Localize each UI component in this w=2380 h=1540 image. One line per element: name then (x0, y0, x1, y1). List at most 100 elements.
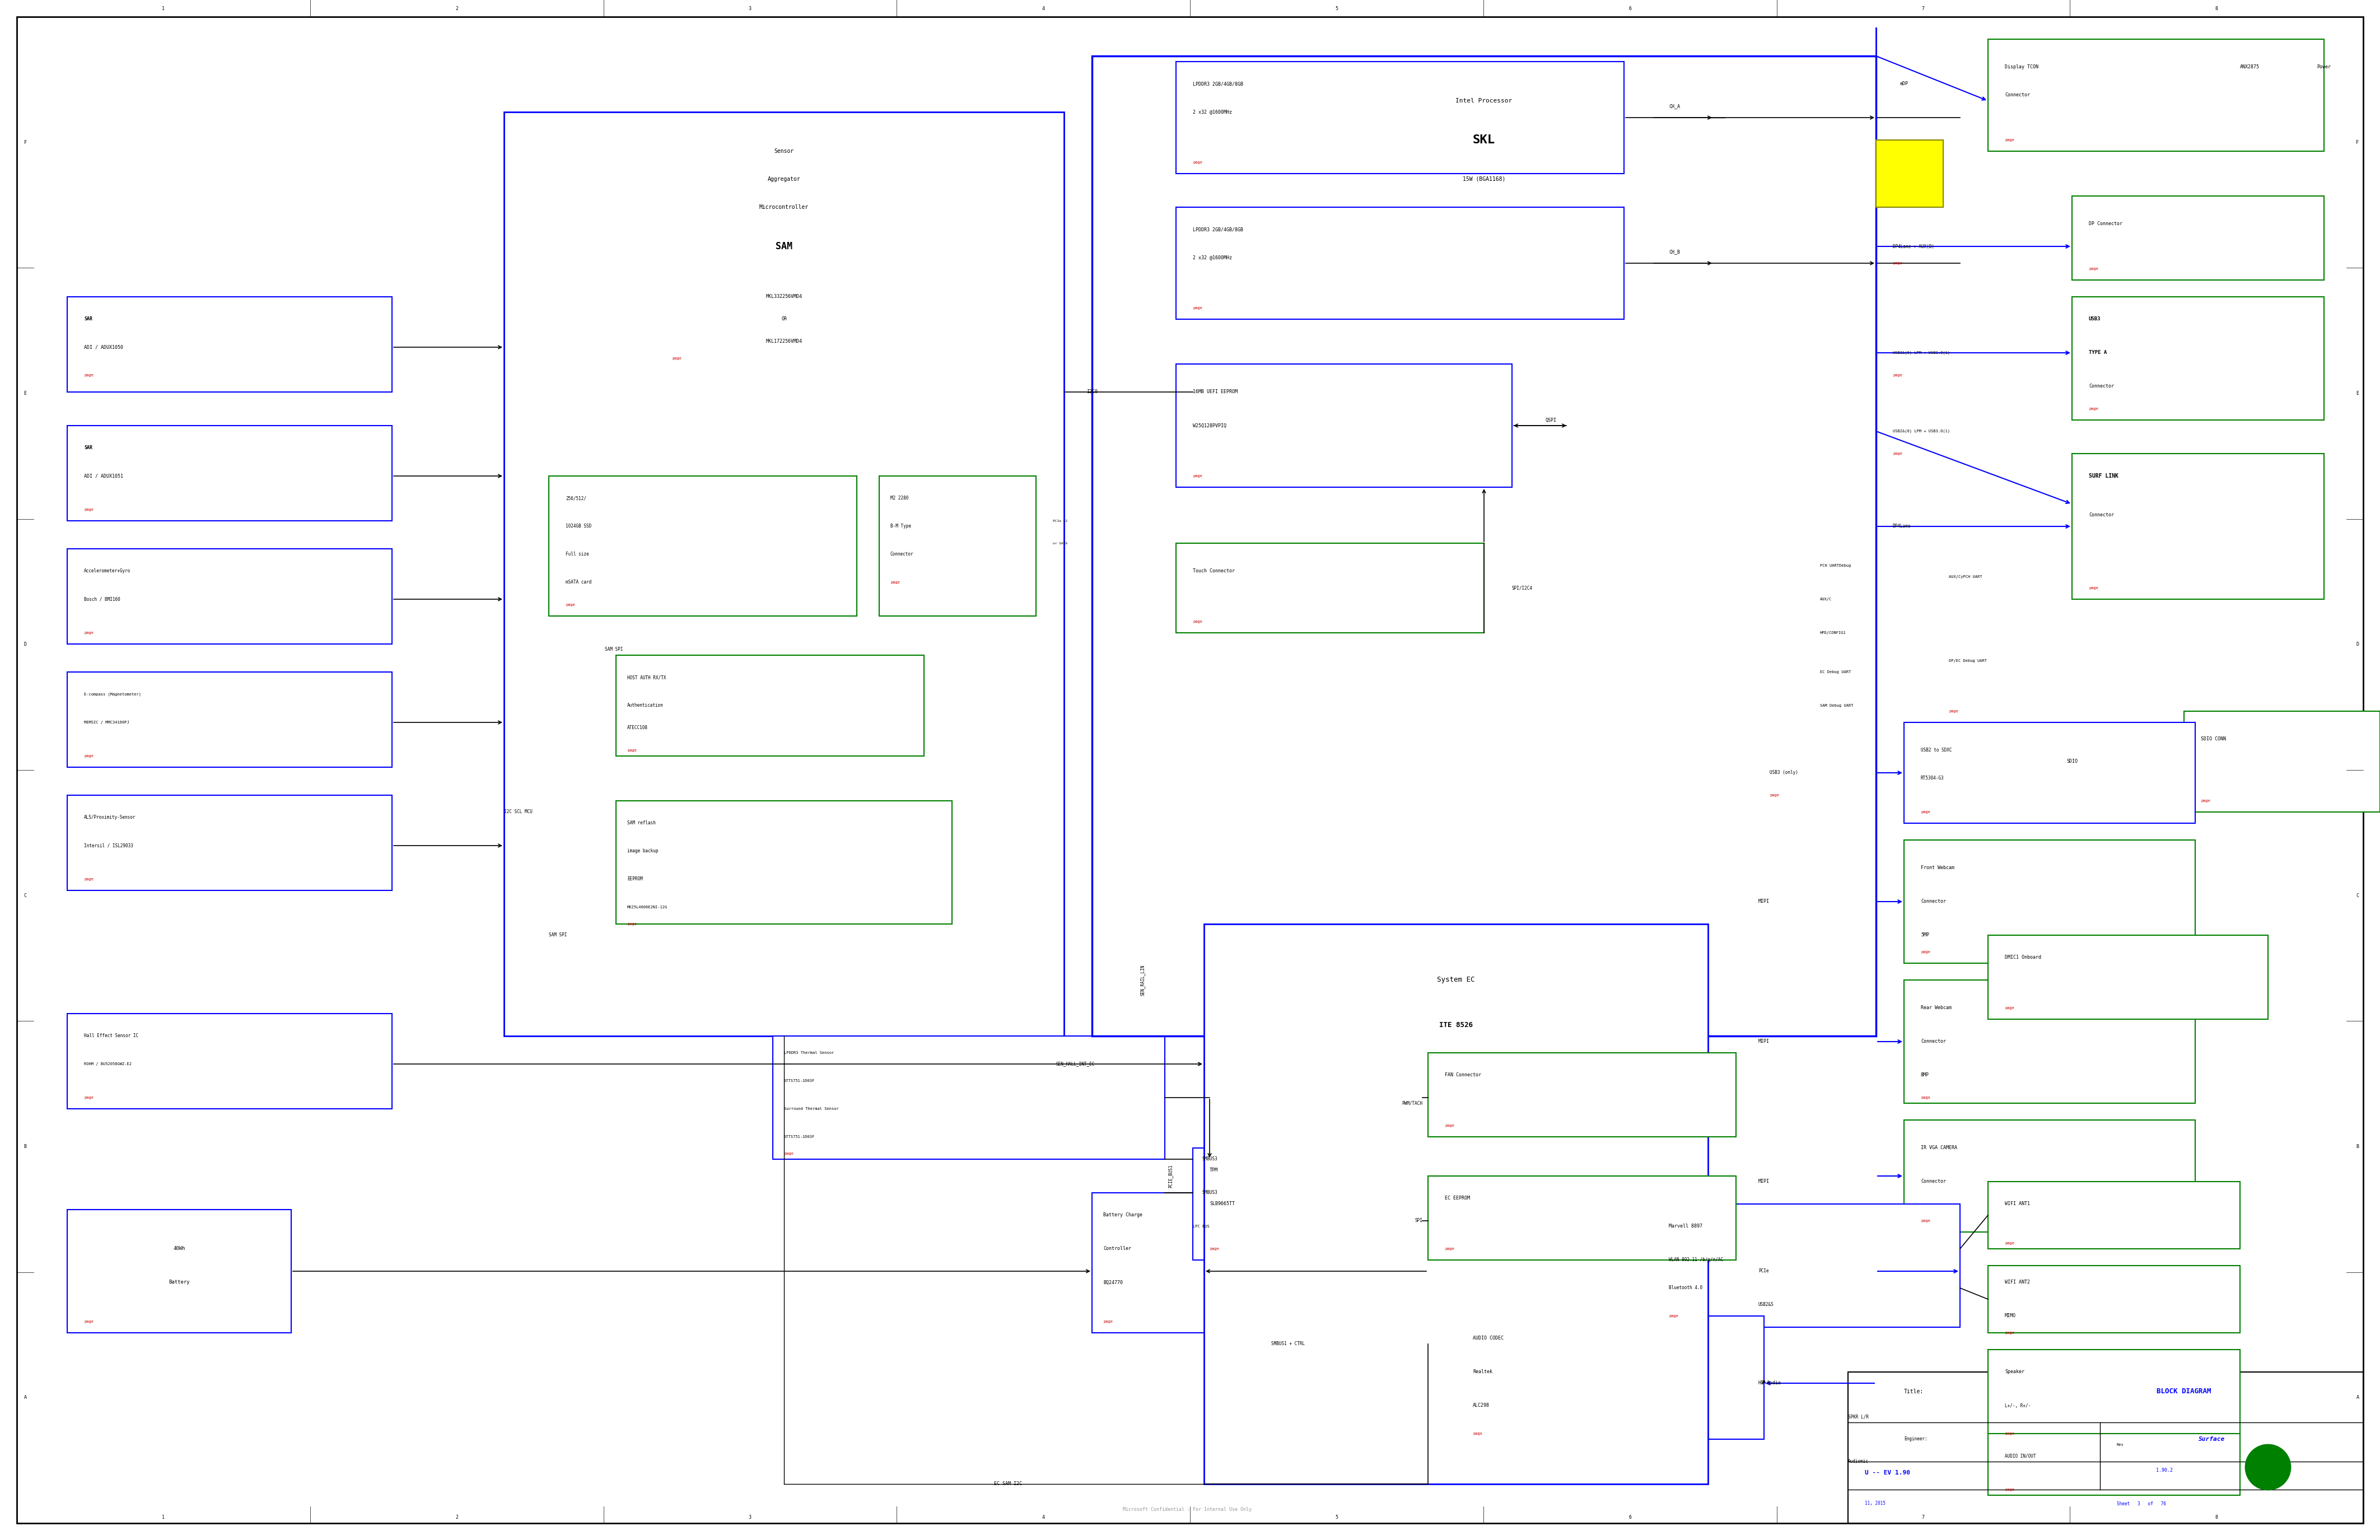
Text: 4: 4 (1042, 6, 1045, 11)
Text: A: A (24, 1395, 26, 1400)
Text: C: C (2356, 893, 2359, 898)
FancyBboxPatch shape (616, 655, 923, 756)
Text: page: page (83, 755, 93, 758)
Text: 4: 4 (1042, 1515, 1045, 1520)
Text: 15W (BGA1168): 15W (BGA1168) (1464, 177, 1507, 182)
Text: Surface: Surface (2199, 1437, 2225, 1441)
Text: DP4Lane + AUX(B): DP4Lane + AUX(B) (1892, 243, 1935, 249)
Text: Power: Power (2318, 65, 2330, 69)
Text: Title:: Title: (1904, 1389, 1923, 1394)
Text: SEN_HALL_INT_EC: SEN_HALL_INT_EC (1057, 1061, 1095, 1067)
Text: SAM SPI: SAM SPI (605, 647, 624, 651)
Text: HD Audio: HD Audio (1759, 1381, 1780, 1386)
Text: U -- EV 1.90: U -- EV 1.90 (1866, 1471, 1911, 1475)
Text: page: page (1668, 1314, 1678, 1318)
Text: DMIC1 Onboard: DMIC1 Onboard (2004, 955, 2042, 959)
Text: Rev: Rev (2116, 1443, 2123, 1446)
Text: 2 x32 @1600MHz: 2 x32 @1600MHz (1192, 256, 1233, 260)
Text: page: page (1892, 451, 1902, 456)
FancyBboxPatch shape (1987, 1266, 2240, 1332)
FancyBboxPatch shape (67, 297, 393, 393)
FancyBboxPatch shape (17, 17, 2363, 1523)
Text: page: page (671, 357, 681, 360)
FancyBboxPatch shape (1904, 722, 2194, 824)
Text: Front Webcam: Front Webcam (1921, 865, 1954, 870)
Text: PCIe: PCIe (1759, 1269, 1768, 1274)
Text: Microcontroller: Microcontroller (759, 205, 809, 209)
Text: AUX/C: AUX/C (1821, 598, 1833, 601)
Text: CH_A: CH_A (1668, 103, 1680, 109)
Text: Marvell 8897: Marvell 8897 (1668, 1224, 1702, 1229)
Text: page: page (1771, 793, 1780, 796)
FancyBboxPatch shape (1428, 1177, 1735, 1260)
Text: page: page (2004, 1432, 2013, 1435)
Text: SAR: SAR (83, 445, 93, 451)
FancyBboxPatch shape (1987, 1181, 2240, 1249)
Text: ADI / ADUX1050: ADI / ADUX1050 (83, 345, 124, 350)
Text: Intel Processor: Intel Processor (1457, 99, 1511, 103)
Text: image backup: image backup (628, 849, 659, 853)
Text: QSPI: QSPI (1545, 417, 1557, 422)
Text: page: page (1892, 262, 1902, 265)
Text: ROHM / BU52058GWZ-E2: ROHM / BU52058GWZ-E2 (83, 1063, 131, 1066)
FancyBboxPatch shape (1176, 363, 1511, 487)
Text: Connector: Connector (1921, 1040, 1947, 1044)
Text: 8: 8 (2216, 1515, 2218, 1520)
Text: page: page (1949, 710, 1959, 713)
Text: Bosch / BMI160: Bosch / BMI160 (83, 596, 121, 602)
Text: HOST AUTH RX/TX: HOST AUTH RX/TX (628, 675, 666, 681)
Text: 6: 6 (1628, 6, 1630, 11)
Text: A: A (2356, 1395, 2359, 1400)
Text: E: E (2356, 391, 2359, 396)
FancyBboxPatch shape (2073, 297, 2323, 420)
Text: 8MP: 8MP (1921, 1073, 1930, 1078)
FancyBboxPatch shape (1987, 935, 2268, 1019)
Text: page: page (1921, 1220, 1930, 1223)
Text: page: page (2090, 587, 2099, 590)
Text: ALC298: ALC298 (1473, 1403, 1490, 1408)
Text: Hall Effect Sensor IC: Hall Effect Sensor IC (83, 1033, 138, 1038)
FancyBboxPatch shape (616, 801, 952, 924)
Text: page: page (2004, 1006, 2013, 1010)
Text: page: page (1921, 950, 1930, 953)
FancyBboxPatch shape (1428, 1053, 1735, 1137)
Text: MX25L4006E2NI-12G: MX25L4006E2NI-12G (628, 906, 669, 909)
Text: SPKR L/R: SPKR L/R (1847, 1414, 1868, 1420)
Text: ALS/Proximity-Sensor: ALS/Proximity-Sensor (83, 815, 136, 821)
Text: 8: 8 (2216, 6, 2218, 11)
Text: STTS751-1D03F: STTS751-1D03F (783, 1080, 814, 1083)
Text: USB2 to SDXC: USB2 to SDXC (1921, 748, 1952, 753)
Text: DP/EC Debug UART: DP/EC Debug UART (1949, 659, 1987, 662)
FancyBboxPatch shape (1652, 1204, 1961, 1327)
Text: page: page (83, 1320, 93, 1323)
Text: B-M Type: B-M Type (890, 524, 912, 528)
Text: page: page (1921, 1096, 1930, 1100)
Text: 1: 1 (162, 1515, 164, 1520)
Text: SAM Debug UART: SAM Debug UART (1821, 704, 1854, 707)
Text: B: B (2356, 1144, 2359, 1149)
Text: E-compass (Magnetometer): E-compass (Magnetometer) (83, 693, 140, 696)
Text: Surround Thermal Sensor: Surround Thermal Sensor (783, 1107, 838, 1110)
FancyBboxPatch shape (2073, 196, 2323, 280)
Text: page: page (1104, 1320, 1114, 1323)
Text: page: page (83, 1096, 93, 1100)
FancyBboxPatch shape (1904, 1120, 2194, 1232)
Text: 5: 5 (1335, 1515, 1338, 1520)
FancyBboxPatch shape (67, 795, 393, 890)
Text: MEMSIC / MMC34160PJ: MEMSIC / MMC34160PJ (83, 721, 129, 724)
Text: RT5304-G3: RT5304-G3 (1921, 776, 1944, 781)
Text: USB3: USB3 (2090, 317, 2102, 322)
FancyBboxPatch shape (1987, 39, 2323, 151)
Text: EEPROM: EEPROM (628, 876, 643, 882)
Text: 5MP: 5MP (1921, 933, 1930, 938)
Text: HPD/CONFIG1: HPD/CONFIG1 (1821, 631, 1847, 634)
Text: mSATA card: mSATA card (566, 581, 593, 585)
Text: SEN_RAIL_LIN: SEN_RAIL_LIN (1140, 964, 1145, 995)
Text: F: F (24, 140, 26, 145)
Text: USB3 (only): USB3 (only) (1771, 770, 1799, 775)
Text: or SATA: or SATA (1052, 542, 1069, 545)
Text: page: page (1192, 621, 1202, 624)
Text: SKL: SKL (1473, 134, 1495, 146)
Text: page: page (2004, 1331, 2013, 1335)
Text: 16MB UEFI EEPROM: 16MB UEFI EEPROM (1192, 390, 1238, 394)
